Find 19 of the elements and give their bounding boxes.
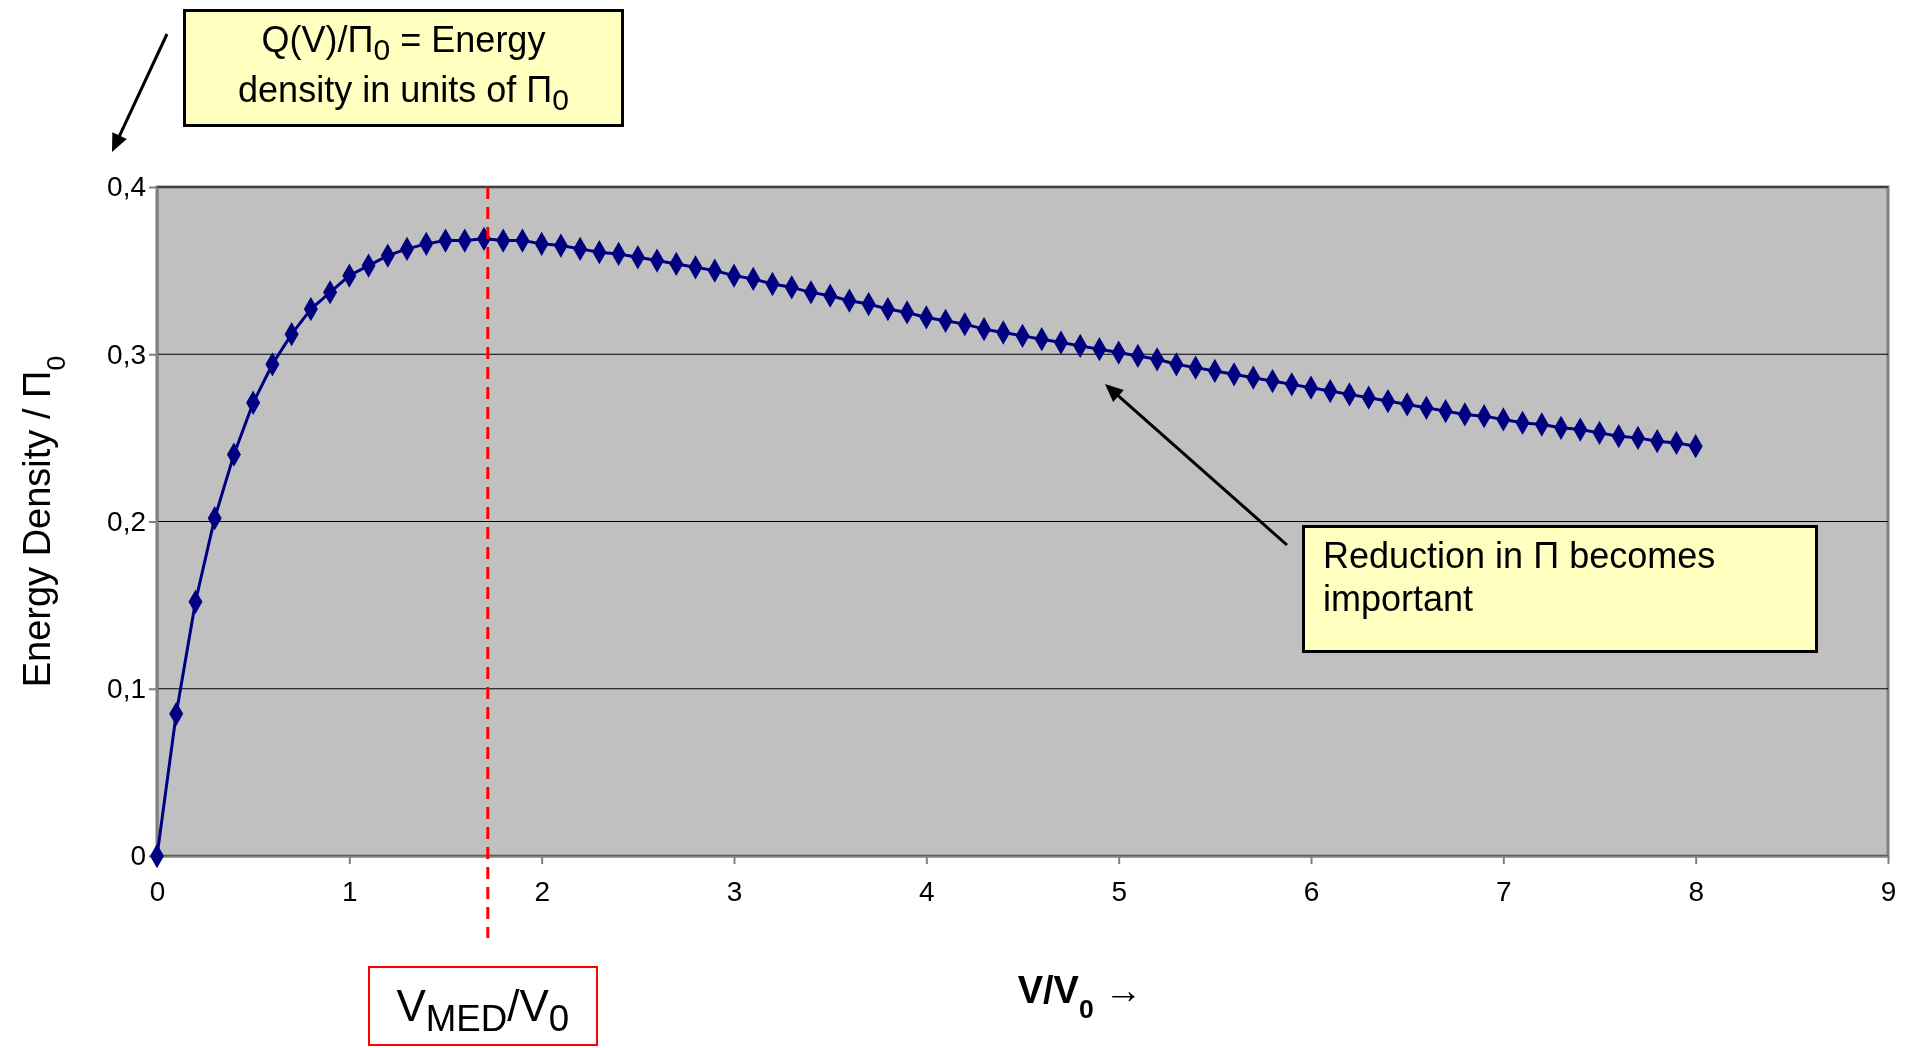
x-axis-title: V/V$_{0}$ → [1017, 969, 1143, 1024]
x-tick-label: 0 [149, 875, 166, 907]
x-tick-label: 6 [1303, 875, 1320, 907]
ref-line-label: V$_{MED}$/V$_{0}$ [367, 966, 598, 1046]
callout-box: Q(V)/Π$_{0}$ = Energy density in units of Π$_{0}$ [183, 9, 624, 128]
x-tick-label: 4 [919, 875, 935, 907]
x-tick-label: 5 [1111, 875, 1127, 907]
x-tick-label: 8 [1688, 875, 1704, 907]
x-tick-label: 9 [1880, 875, 1897, 907]
y-tick-label: 0,1 [107, 673, 146, 705]
y-tick-label: 0,3 [107, 338, 146, 370]
y-tick-label: 0,2 [107, 505, 146, 537]
x-tick-label: 1 [342, 875, 358, 907]
x-tick-label: 2 [534, 875, 550, 907]
x-tick-label: 7 [1496, 875, 1512, 907]
y-tick-label: 0,4 [107, 171, 146, 203]
callout-box: Reduction in Π becomes important [1302, 525, 1818, 653]
y-tick-label: 0 [130, 840, 146, 872]
x-tick-label: 3 [726, 875, 743, 907]
